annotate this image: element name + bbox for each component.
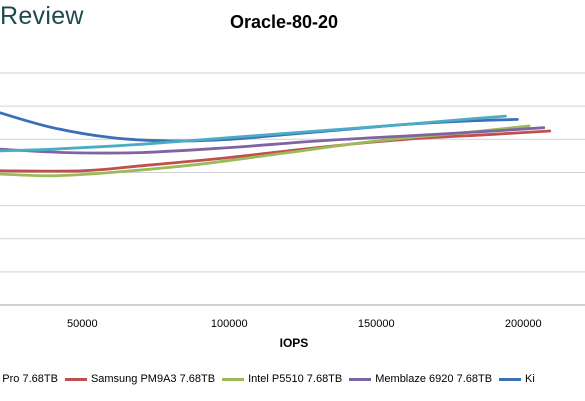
legend-item: Samsung PM9A3 7.68TB <box>64 373 216 386</box>
legend-label: Intel P5510 7.68TB <box>248 373 343 386</box>
x-axis-label: IOPS <box>280 336 309 350</box>
legend-item: Memblaze 6920 7.68TB <box>349 373 492 385</box>
legend-swatch <box>222 377 245 381</box>
series-line-4 <box>0 114 507 153</box>
legend-label: Ki <box>525 373 535 386</box>
x-axis-ticks: 50000 100000 150000 200000 <box>67 318 542 330</box>
legend-item: Intel P5510 7.68TB <box>222 373 342 385</box>
legend-item: 00 Pro 7.68TB <box>0 373 58 385</box>
legend-swatch <box>64 377 87 381</box>
legend-label: Memblaze 6920 7.68TB <box>375 373 493 386</box>
legend-label: 00 Pro 7.68TB <box>0 373 58 386</box>
gridlines <box>0 72 585 306</box>
chart-legend: 00 Pro 7.68TB Samsung PM9A3 7.68TB Intel P… <box>0 373 542 385</box>
legend-item: Ki <box>499 373 535 385</box>
legend-swatch <box>499 377 522 381</box>
series-lines <box>0 111 552 178</box>
legend-swatch <box>349 377 372 381</box>
chart-title: Oracle-80-20 <box>230 12 339 32</box>
series-line-3 <box>0 126 546 155</box>
x-tick-label: 150000 <box>358 318 395 330</box>
x-tick-label: 200000 <box>505 318 542 330</box>
x-tick-label: 100000 <box>211 318 248 330</box>
x-tick-label: 50000 <box>67 318 98 330</box>
series-line-1 <box>0 129 552 173</box>
site-brand: Review <box>0 2 84 30</box>
legend-label: Samsung PM9A3 7.68TB <box>90 373 216 386</box>
